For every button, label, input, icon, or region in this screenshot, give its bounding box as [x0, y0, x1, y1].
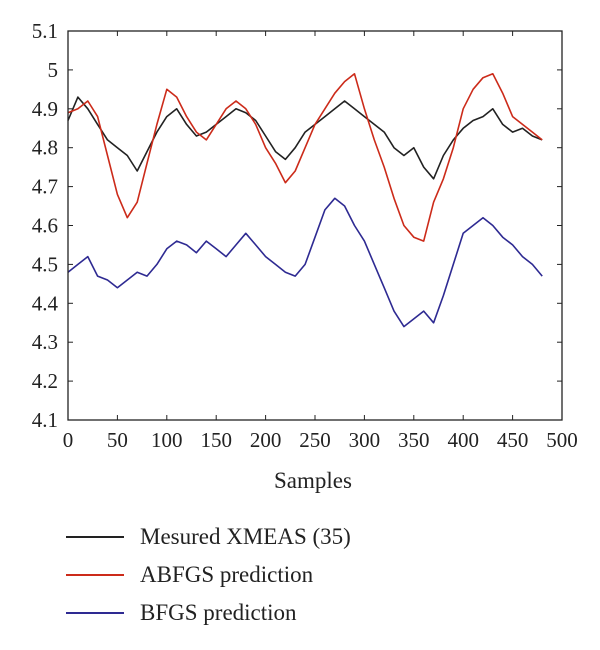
x-tick-label: 50 — [107, 428, 128, 452]
x-tick-label: 400 — [447, 428, 479, 452]
x-tick-label: 250 — [299, 428, 331, 452]
legend-swatch — [66, 574, 124, 576]
legend-swatch — [66, 536, 124, 538]
y-tick-label: 5.1 — [32, 19, 58, 43]
x-tick-label: 100 — [151, 428, 183, 452]
y-tick-label: 5 — [48, 58, 59, 82]
x-tick-label: 150 — [200, 428, 232, 452]
x-tick-label: 0 — [63, 428, 74, 452]
legend: Mesured XMEAS (35) ABFGS prediction BFGS… — [66, 518, 351, 632]
legend-label: BFGS prediction — [140, 600, 297, 625]
x-tick-label: 300 — [349, 428, 381, 452]
y-tick-label: 4.5 — [32, 252, 58, 276]
legend-item: ABFGS prediction — [66, 556, 351, 594]
y-tick-label: 4.8 — [32, 136, 58, 160]
line-chart: 0 50 100 150 200 250 300 350 400 450 500 4.1 4.2 4.3 4… — [32, 19, 578, 493]
legend-label: ABFGS prediction — [140, 562, 314, 587]
legend-label: Mesured XMEAS (35) — [140, 524, 351, 549]
series-layer — [67, 73, 543, 328]
x-tick-label: 200 — [250, 428, 282, 452]
y-tick-label: 4.7 — [32, 175, 58, 199]
y-tick-label: 4.4 — [32, 291, 59, 315]
legend-item: Mesured XMEAS (35) — [66, 518, 351, 556]
y-tick-label: 4.6 — [32, 214, 58, 238]
x-axis-label: Samples — [274, 468, 352, 493]
y-tick-label: 4.2 — [32, 369, 58, 393]
legend-swatch — [66, 612, 124, 614]
series-line-1 — [67, 96, 543, 180]
x-tick-label: 450 — [497, 428, 529, 452]
y-tick-label: 4.3 — [32, 330, 58, 354]
x-tick-label: 500 — [546, 428, 578, 452]
y-tick-label: 4.9 — [32, 97, 58, 121]
y-tick-label: 4.1 — [32, 408, 58, 432]
legend-item: BFGS prediction — [66, 594, 351, 632]
x-tick-label: 350 — [398, 428, 430, 452]
tick-layer: 0 50 100 150 200 250 300 350 400 450 500 4.1 4.2 4.3 4… — [32, 19, 578, 452]
series-line-2 — [67, 73, 543, 242]
plot-frame — [67, 30, 563, 421]
series-line-3 — [67, 197, 543, 328]
